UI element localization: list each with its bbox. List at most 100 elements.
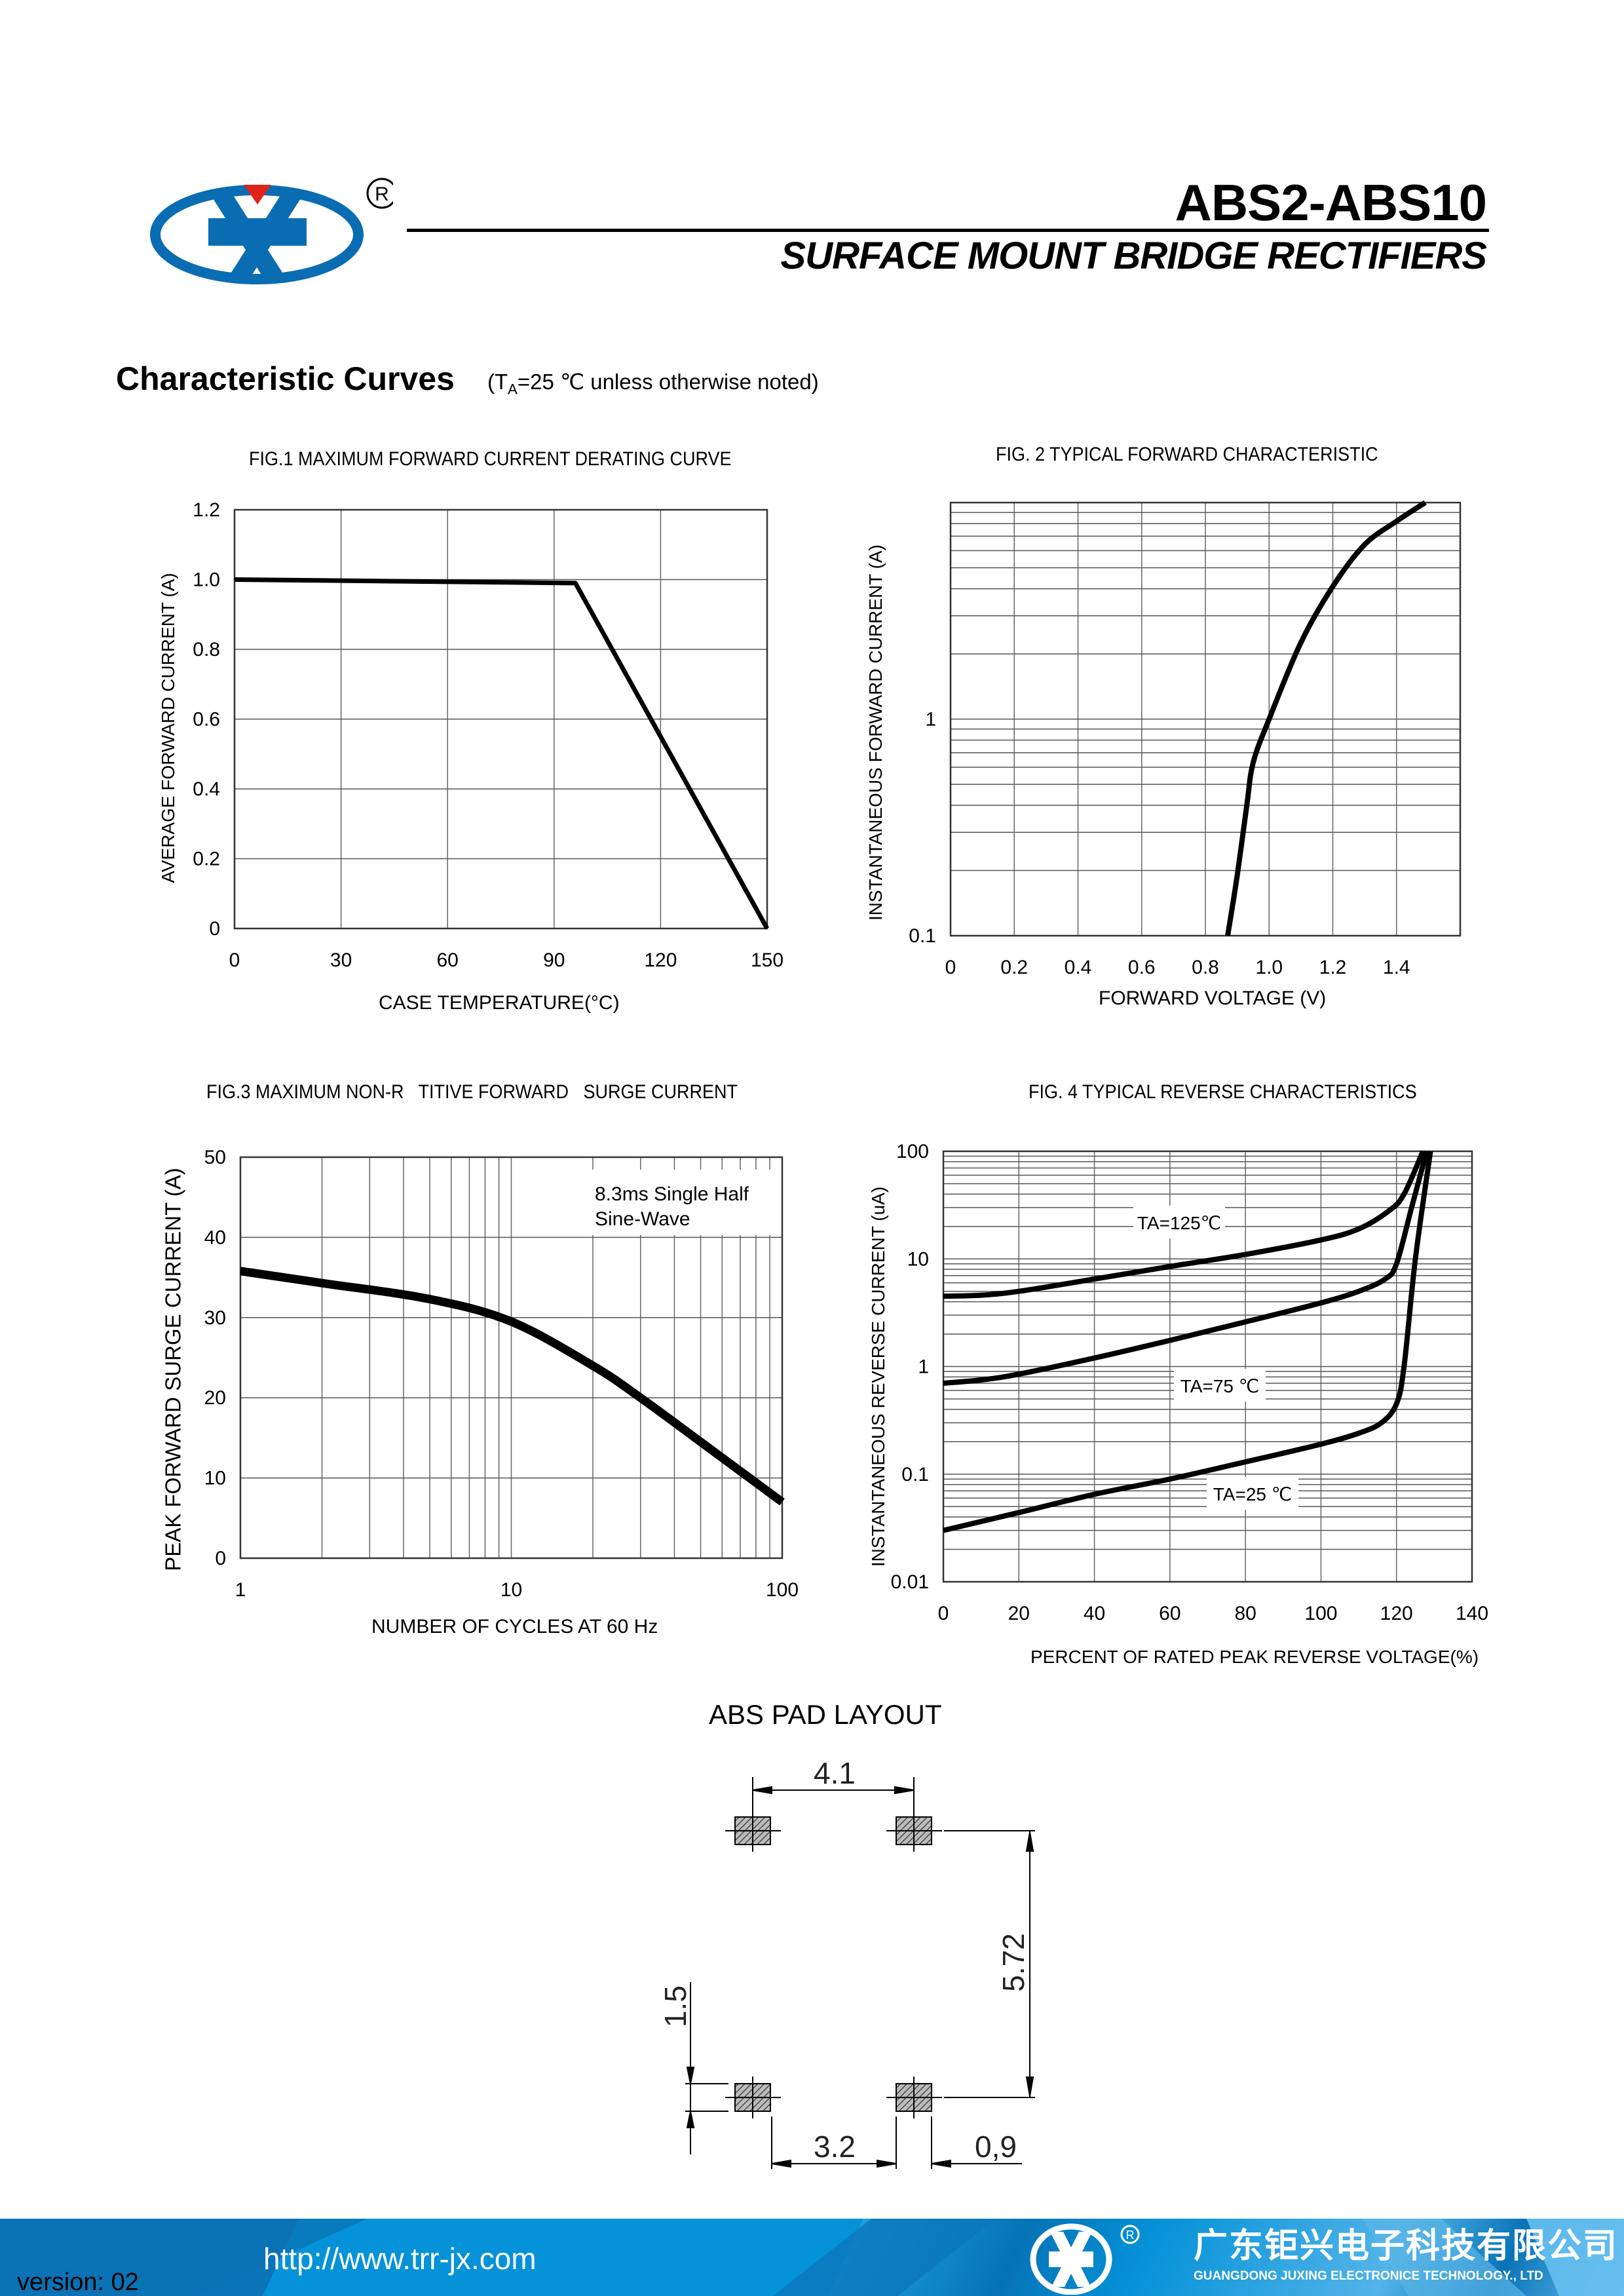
plot-frame	[233, 508, 768, 930]
footer-logo: R	[1030, 2223, 1140, 2295]
x-tick-label: 60	[437, 949, 459, 971]
plot-frame	[949, 501, 1462, 937]
series-line-1	[240, 1267, 785, 1506]
x-tick-label: 40	[1084, 1603, 1105, 1624]
x-tick-label: 0.8	[1192, 957, 1219, 978]
dim-label-1-5: 1.5	[658, 1985, 692, 2027]
y-tick-label: 0	[209, 918, 220, 940]
y-tick-label: 1.0	[193, 569, 220, 591]
dim-label-3-2: 3.2	[814, 2130, 856, 2164]
fig1-title: FIG.1 MAXIMUM FORWARD CURRENT DERATING C…	[249, 448, 732, 470]
note-prefix: (T	[487, 370, 508, 394]
series-label: TA=75 ℃	[1180, 1376, 1259, 1396]
section-title: Characteristic Curves	[116, 360, 455, 397]
footer-registered-mark: R	[1126, 2229, 1135, 2242]
page-subtitle: SURFACE MOUNT BRIDGE RECTIFIERS	[780, 235, 1487, 277]
header-divider	[407, 229, 1489, 232]
annotation-box	[583, 1170, 780, 1235]
footer-background-shapes	[0, 2219, 1624, 2296]
series-line-1	[1225, 500, 1427, 936]
website-link[interactable]: http://www.trr-jx.com	[263, 2242, 537, 2276]
y-tick-label: 0	[215, 1548, 226, 1569]
fig2-title: FIG. 2 TYPICAL FORWARD CHARACTERISTIC	[996, 444, 1378, 465]
y-tick-label: 0.1	[909, 925, 936, 947]
dimension-pad-height	[685, 1982, 728, 2154]
y-tick-label: 10	[204, 1468, 226, 1489]
series-label: TA=125℃	[1137, 1213, 1221, 1233]
version-label: version: 02	[17, 2268, 139, 2296]
fig4-title: FIG. 4 TYPICAL REVERSE CHARACTERISTICS	[1029, 1081, 1417, 1103]
fig4-xlabel: PERCENT OF RATED PEAK REVERSE VOLTAGE(%)	[1030, 1647, 1479, 1667]
y-tick-label: 20	[204, 1387, 226, 1409]
y-tick-label: 40	[204, 1227, 226, 1248]
x-tick-label: 0.4	[1065, 957, 1092, 978]
series-label-bg	[1174, 1369, 1266, 1402]
y-tick-label: 0.01	[891, 1571, 929, 1593]
series-line-1	[234, 577, 770, 930]
note-subscript: A	[508, 381, 518, 398]
series-label-bg	[1133, 1206, 1225, 1238]
fig1-xlabel: CASE TEMPERATURE(°C)	[379, 992, 620, 1014]
x-tick-label: 100	[1304, 1603, 1337, 1624]
page-title: ABS2-ABS10	[1175, 174, 1487, 231]
x-tick-label: 30	[330, 949, 352, 971]
x-tick-label: 0.6	[1128, 957, 1156, 978]
fig4-plot: 0 20 40 60 80 100 120 140 0.01 0.1 1 10 100 TA=125℃ TA…	[891, 1141, 1488, 1624]
x-tick-label: 90	[543, 949, 565, 971]
x-tick-label: 0	[945, 957, 956, 978]
plot-frame	[239, 1156, 784, 1559]
annotation-text: Sine-Wave	[595, 1208, 690, 1230]
x-tick-label: 1.4	[1383, 957, 1410, 978]
x-tick-label: 0	[938, 1603, 949, 1624]
pad-top-left	[725, 1810, 781, 1852]
fig3-plot: 1 10 100 0 10 20 30 40 50 8.3ms Single Half Sine-W…	[204, 1147, 799, 1601]
y-tick-label: 0.4	[193, 778, 220, 800]
x-tick-label: 140	[1456, 1603, 1488, 1624]
y-tick-label: 1	[925, 709, 936, 731]
y-tick-label: 10	[907, 1248, 929, 1270]
series-label: TA=25 ℃	[1213, 1484, 1292, 1504]
dim-label-5-72: 5.72	[996, 1933, 1030, 1992]
dim-label-0-9: 0,9	[975, 2130, 1017, 2164]
series-label-bg	[1207, 1477, 1298, 1510]
note-rest: =25 ℃ unless otherwise noted)	[517, 370, 819, 394]
x-tick-label: 1	[235, 1579, 246, 1601]
fig2-plot: 0 0.2 0.4 0.6 0.8 1.0 1.2 1.4 0.1 1	[909, 500, 1462, 978]
y-tick-label: 0.2	[193, 849, 220, 870]
fig3-xlabel: NUMBER OF CYCLES AT 60 Hz	[371, 1616, 658, 1637]
annotation-text: 8.3ms Single Half	[595, 1183, 749, 1205]
company-logo: R	[150, 178, 393, 284]
x-tick-label: 0.2	[1000, 957, 1028, 978]
company-name-cn: 广东钜兴电子科技有限公司	[1194, 2227, 1619, 2265]
dimension-pitch-x	[752, 1777, 915, 1812]
y-tick-label: 50	[204, 1147, 226, 1168]
section-note: (TA=25 ℃ unless otherwise noted)	[487, 370, 819, 396]
series-line-2	[943, 1150, 1429, 1386]
registered-mark: R	[375, 183, 389, 205]
x-tick-label: 60	[1159, 1603, 1180, 1624]
y-tick-label: 0.8	[193, 639, 220, 660]
x-tick-label: 20	[1008, 1603, 1030, 1624]
y-tick-label: 1.2	[193, 499, 220, 521]
y-tick-label: 0.6	[193, 709, 220, 731]
pad-bottom-left	[725, 2076, 781, 2118]
pad-top-right	[886, 1810, 942, 1852]
dim-label-4-1: 4.1	[814, 1756, 856, 1790]
fig3-title: FIG.3 MAXIMUM NON-R TITIVE FORWARD SURGE…	[206, 1081, 738, 1103]
dimension-pitch-y	[944, 1830, 1035, 2098]
x-tick-label: 120	[644, 949, 677, 971]
fig2-xlabel: FORWARD VOLTAGE (V)	[1099, 987, 1327, 1009]
x-tick-label: 0	[229, 949, 240, 971]
series-line-1	[943, 1150, 1426, 1299]
x-tick-label: 10	[500, 1579, 522, 1601]
x-tick-label: 1.0	[1255, 957, 1283, 978]
y-tick-label: 1	[918, 1356, 929, 1378]
pad-bottom-right	[886, 2076, 942, 2118]
x-tick-label: 100	[766, 1579, 799, 1601]
series-line-3	[943, 1151, 1433, 1533]
x-tick-label: 1.2	[1319, 957, 1347, 978]
dimension-gap	[771, 2116, 1022, 2169]
company-name-en: GUANGDONG JUXING ELECTRONICE TECHNOLOGY.…	[1194, 2269, 1543, 2283]
